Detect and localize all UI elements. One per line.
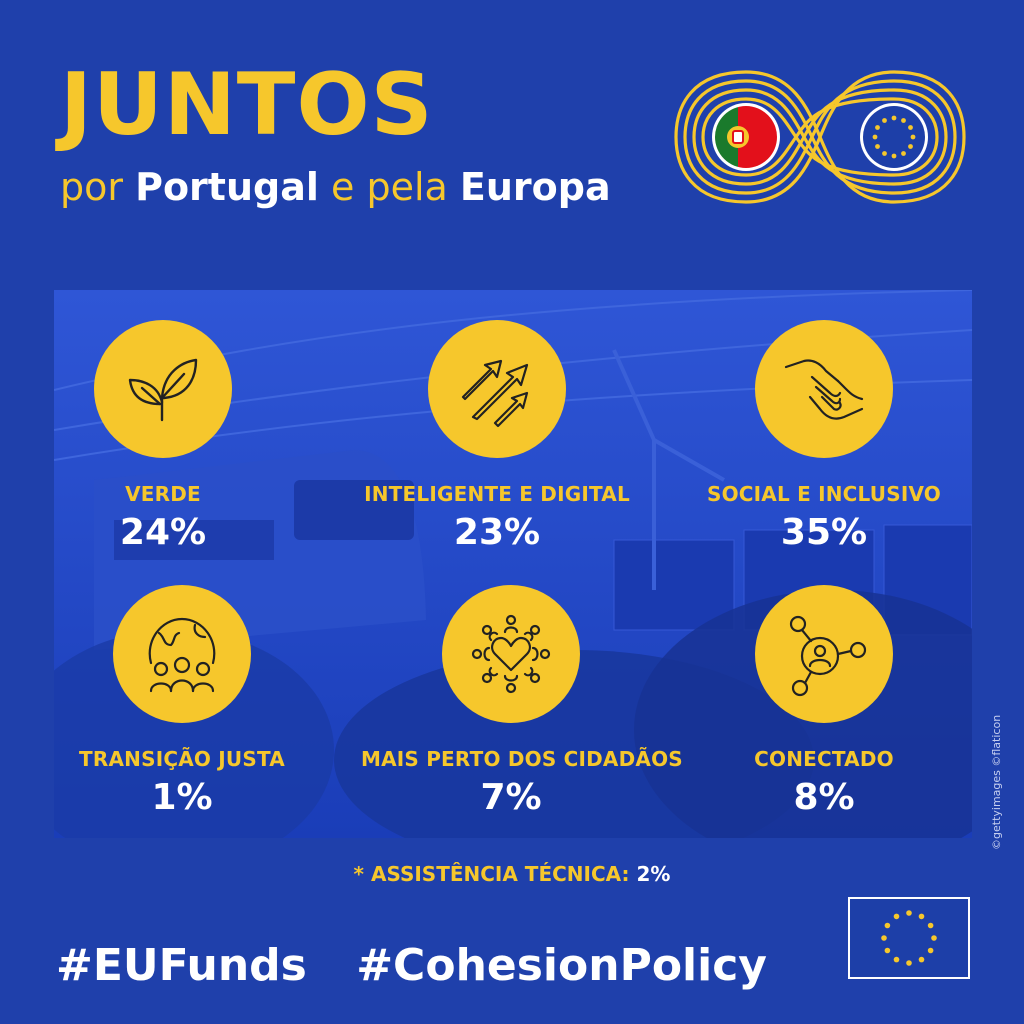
category-label: INTELIGENTE E DIGITAL bbox=[364, 482, 630, 506]
hashtag-eufunds: #EUFunds bbox=[56, 940, 307, 991]
category-value: 1% bbox=[151, 777, 213, 818]
image-credit: ©gettyimages ©flaticon bbox=[990, 714, 1003, 850]
page-subtitle: por Portugal e pela Europa bbox=[60, 168, 611, 206]
infinity-logo bbox=[674, 70, 966, 204]
subtitle-portugal: Portugal bbox=[135, 165, 319, 209]
category-verde: VERDE 24% bbox=[13, 320, 313, 553]
leaf-icon-circle bbox=[94, 320, 232, 458]
category-label: TRANSIÇÃO JUSTA bbox=[79, 747, 285, 771]
note-value: 2% bbox=[636, 862, 671, 886]
subtitle-e-pela: e pela bbox=[330, 165, 448, 209]
category-label: VERDE bbox=[125, 482, 201, 506]
network-person-icon-circle bbox=[755, 585, 893, 723]
category-conectado: CONECTADO 8% bbox=[674, 585, 974, 818]
category-social-inclusivo: SOCIAL E INCLUSIVO 35% bbox=[674, 320, 974, 553]
technical-assistance-note: * ASSISTÊNCIA TÉCNICA: 2% bbox=[0, 862, 1024, 886]
category-transicao-justa: TRANSIÇÃO JUSTA 1% bbox=[32, 585, 332, 818]
category-mais-perto-cidadaos: MAIS PERTO DOS CIDADÃOS 7% bbox=[361, 585, 683, 818]
eu-flag bbox=[848, 897, 970, 979]
category-value: 8% bbox=[793, 777, 855, 818]
eu-stars-icon bbox=[881, 910, 937, 966]
network-person-icon bbox=[789, 615, 867, 697]
globe-people-icon-circle bbox=[113, 585, 251, 723]
helping-hands-icon-circle bbox=[755, 320, 893, 458]
hashtags: #EUFunds #CohesionPolicy bbox=[56, 940, 801, 991]
category-label: MAIS PERTO DOS CIDADÃOS bbox=[361, 747, 683, 771]
subtitle-europa: Europa bbox=[459, 165, 611, 209]
category-inteligente-digital: INTELIGENTE E DIGITAL 23% bbox=[347, 320, 647, 553]
helping-hands-icon bbox=[784, 359, 864, 420]
note-label: * ASSISTÊNCIA TÉCNICA: bbox=[353, 862, 630, 886]
category-value: 23% bbox=[453, 512, 541, 553]
heart-community-icon bbox=[471, 614, 551, 694]
subtitle-por: por bbox=[60, 165, 123, 209]
category-label: SOCIAL E INCLUSIVO bbox=[706, 482, 942, 506]
globe-people-icon bbox=[148, 617, 216, 693]
growth-arrows-icon bbox=[461, 359, 529, 428]
heart-community-icon-circle bbox=[442, 585, 580, 723]
growth-arrows-icon-circle bbox=[428, 320, 566, 458]
category-value: 24% bbox=[119, 512, 207, 553]
page-title: JUNTOS bbox=[60, 55, 434, 155]
leaf-icon bbox=[128, 358, 198, 422]
category-value: 35% bbox=[780, 512, 868, 553]
category-label: CONECTADO bbox=[754, 747, 894, 771]
category-value: 7% bbox=[480, 777, 542, 818]
hashtag-cohesionpolicy: #CohesionPolicy bbox=[356, 940, 767, 991]
